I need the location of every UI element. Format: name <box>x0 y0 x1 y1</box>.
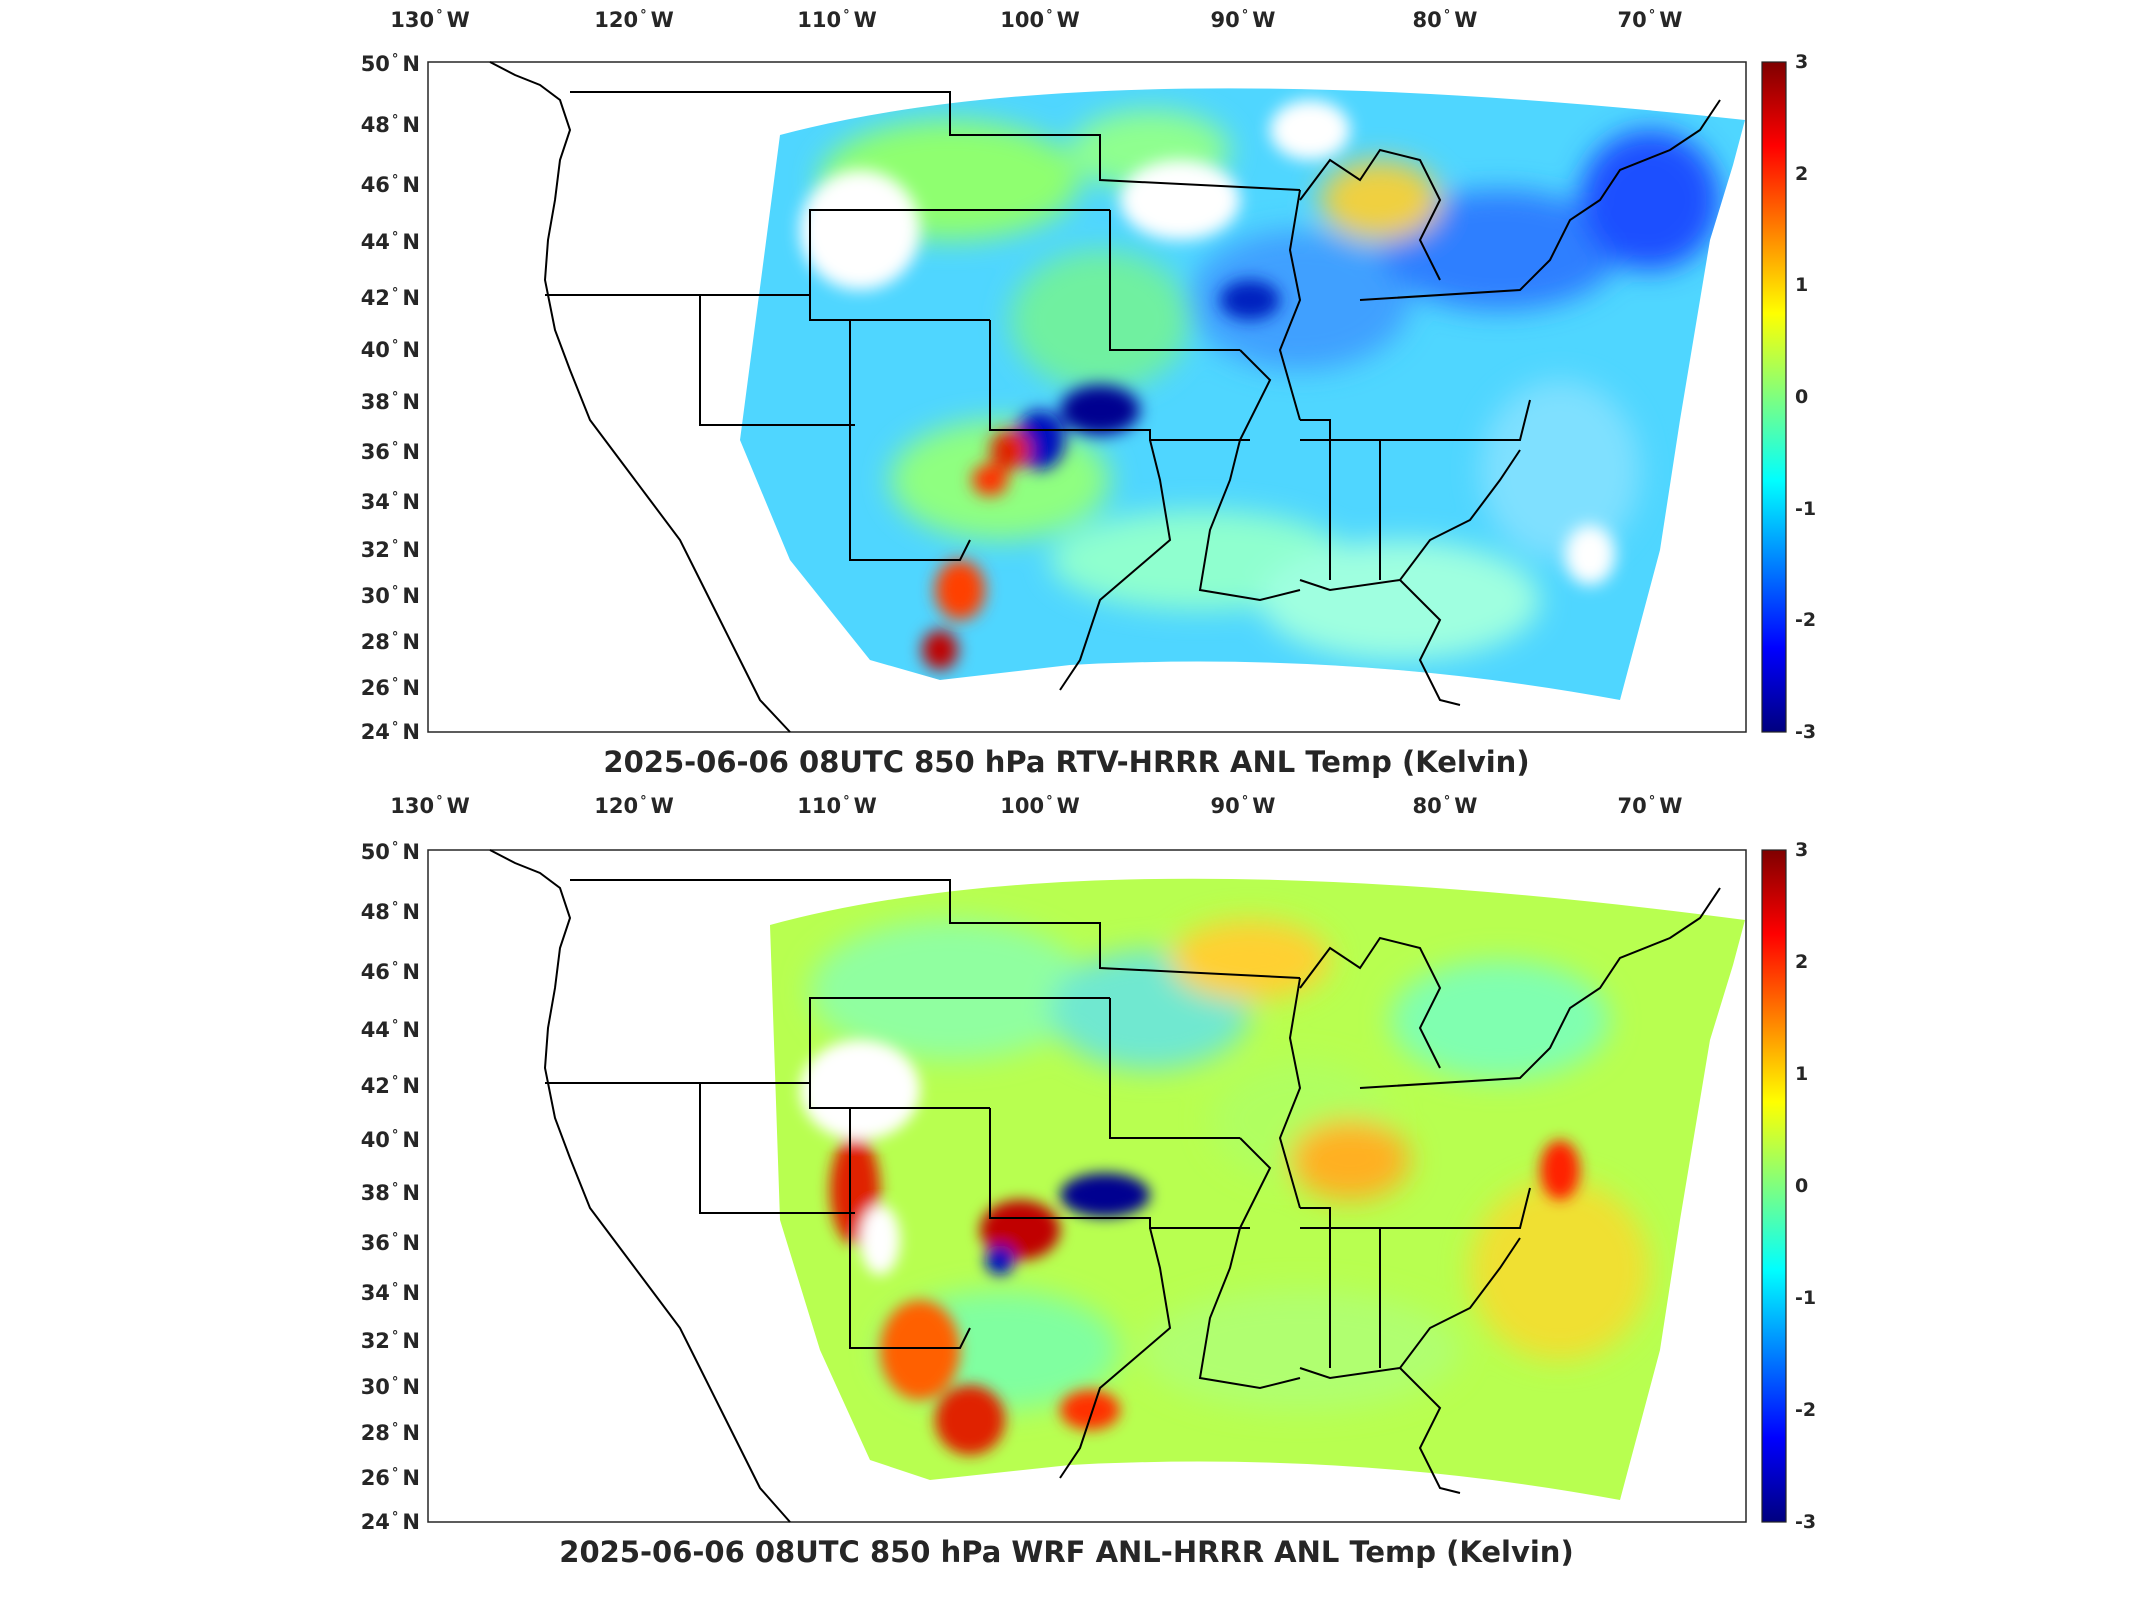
lat-label: 40 ° N <box>360 1128 420 1152</box>
lon-label: 90 ° W <box>1210 794 1276 818</box>
colorbar-tick-label: -1 <box>1795 1287 1817 1309</box>
lat-label: 42 ° N <box>360 286 420 310</box>
temperature-difference-field <box>770 878 1745 1500</box>
top-panel: 130 ° W 120 ° W 110 ° W 100 ° W 90 ° W 80 ° W 70 ° W 5… <box>0 0 2133 790</box>
lat-label: 40 ° N <box>360 338 420 362</box>
lon-label: 90 ° W <box>1210 8 1276 32</box>
colorbar-tick-label: -1 <box>1795 498 1817 520</box>
lon-label: 80 ° W <box>1412 8 1478 32</box>
panel-title: 2025-06-06 08UTC 850 hPa WRF ANL-HRRR AN… <box>559 1535 1574 1569</box>
panel-title: 2025-06-06 08UTC 850 hPa RTV-HRRR ANL Te… <box>603 745 1530 779</box>
colorbar-tick-label: 0 <box>1795 1175 1809 1197</box>
colorbar-tick-label: 2 <box>1795 951 1809 973</box>
colorbar-tick-label: 3 <box>1795 51 1809 73</box>
lat-label: 34 ° N <box>360 490 420 514</box>
colorbar <box>1761 61 1787 733</box>
lon-label: 130 ° W <box>390 794 470 818</box>
lon-label: 120 ° W <box>594 794 674 818</box>
lon-label: 80 ° W <box>1412 794 1478 818</box>
lat-label: 28 ° N <box>360 630 420 654</box>
lon-label: 100 ° W <box>1000 794 1080 818</box>
colorbar <box>1761 849 1787 1523</box>
lat-label: 42 ° N <box>360 1074 420 1098</box>
lon-label: 70 ° W <box>1617 8 1683 32</box>
lat-label: 34 ° N <box>360 1281 420 1305</box>
colorbar-tick-label: 1 <box>1795 1063 1809 1085</box>
lat-label: 26 ° N <box>360 676 420 700</box>
colorbar-tick-label: 0 <box>1795 386 1809 408</box>
lat-label: 38 ° N <box>360 390 420 414</box>
lat-label: 26 ° N <box>360 1466 420 1490</box>
lon-label: 100 ° W <box>1000 8 1080 32</box>
colorbar-tick-label: -2 <box>1795 609 1817 631</box>
lat-label: 44 ° N <box>360 230 420 254</box>
lat-label: 50 ° N <box>360 52 420 76</box>
lat-label: 24 ° N <box>360 1510 420 1534</box>
lat-label: 28 ° N <box>360 1421 420 1445</box>
bottom-panel: 130 ° W 120 ° W 110 ° W 100 ° W 90 ° W 80 ° W 70 ° W 5… <box>0 790 2133 1600</box>
bottom-map <box>427 849 1787 1523</box>
lat-label: 36 ° N <box>360 1231 420 1255</box>
lon-label: 130 ° W <box>390 8 470 32</box>
lat-label: 46 ° N <box>360 960 420 984</box>
lon-label: 70 ° W <box>1617 794 1683 818</box>
lat-label: 48 ° N <box>360 900 420 924</box>
lon-label: 110 ° W <box>797 794 877 818</box>
lat-label: 30 ° N <box>360 584 420 608</box>
lat-label: 30 ° N <box>360 1375 420 1399</box>
lat-label: 32 ° N <box>360 1329 420 1353</box>
lon-label: 110 ° W <box>797 8 877 32</box>
lat-label: 48 ° N <box>360 113 420 137</box>
coastline-and-state-borders <box>489 61 1721 733</box>
lat-label: 44 ° N <box>360 1018 420 1042</box>
lon-label: 120 ° W <box>594 8 674 32</box>
coastline-and-state-borders <box>489 849 1721 1523</box>
temperature-difference-field <box>740 88 1745 701</box>
top-map <box>427 61 1787 733</box>
lat-label: 36 ° N <box>360 440 420 464</box>
colorbar-tick-label: -3 <box>1795 721 1817 743</box>
lat-label: 32 ° N <box>360 538 420 562</box>
colorbar-tick-label: -2 <box>1795 1399 1817 1421</box>
lat-label: 50 ° N <box>360 840 420 864</box>
colorbar-tick-label: 1 <box>1795 274 1809 296</box>
lat-label: 24 ° N <box>360 720 420 744</box>
lat-label: 38 ° N <box>360 1181 420 1205</box>
colorbar-tick-label: 2 <box>1795 163 1809 185</box>
colorbar-tick-label: -3 <box>1795 1511 1817 1533</box>
colorbar-tick-label: 3 <box>1795 839 1809 861</box>
lat-label: 46 ° N <box>360 173 420 197</box>
